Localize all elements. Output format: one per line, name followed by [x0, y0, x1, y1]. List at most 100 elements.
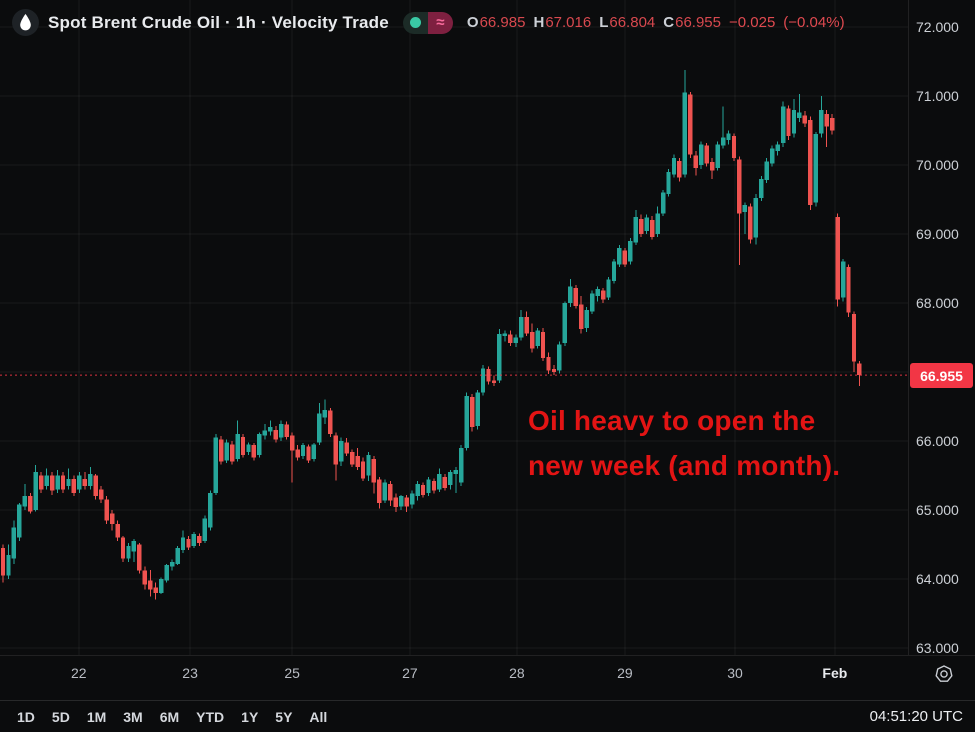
change-value: −0.025: [729, 14, 776, 31]
candle: [153, 582, 158, 600]
candle: [295, 445, 300, 461]
annotation-line2: new week (and month).: [528, 450, 841, 481]
candle: [486, 366, 491, 385]
candle: [513, 334, 518, 348]
candle: [393, 493, 398, 513]
candle: [628, 238, 633, 265]
candle: [726, 130, 731, 145]
range-button-3m[interactable]: 3M: [123, 708, 143, 725]
price-axis-label: 70.000: [916, 157, 959, 173]
candle: [49, 472, 55, 495]
candle: [693, 151, 698, 176]
bottom-toolbar: 1D 5D 1M 3M 6M YTD 1Y 5Y All 04:51:20 UTC: [0, 700, 975, 732]
price-axis[interactable]: 72.000 71.000 70.000 69.000 68.000 66.000 65.0…: [908, 0, 975, 656]
oil-drop-icon: [12, 9, 39, 36]
time-axis[interactable]: 22 23 25 27 28 29 30 Feb: [0, 655, 975, 701]
candle: [131, 538, 137, 562]
open-label: O: [466, 14, 479, 31]
candle: [404, 494, 409, 513]
candle: [55, 469, 60, 493]
candle: [104, 496, 109, 524]
close-label: C: [663, 14, 675, 31]
candle: [246, 442, 251, 455]
open-value: 66.985: [479, 14, 526, 31]
range-button-ytd[interactable]: YTD: [196, 708, 225, 725]
market-status-pill[interactable]: ≈: [402, 11, 453, 34]
change-percent: (−0.04%): [783, 14, 845, 31]
candle: [459, 445, 464, 486]
candle: [273, 425, 278, 443]
range-button-1d[interactable]: 1D: [17, 708, 35, 725]
candle: [328, 407, 333, 437]
time-axis-label: 30: [727, 665, 743, 681]
candle: [333, 432, 338, 481]
price-axis-label: 64.000: [916, 571, 959, 587]
candle: [589, 290, 595, 315]
candle: [93, 474, 98, 500]
range-buttons: 1D 5D 1M 3M 6M YTD 1Y 5Y All: [10, 705, 337, 729]
candle: [344, 438, 349, 457]
candle: [469, 394, 475, 432]
candle: [197, 533, 202, 546]
candle: [366, 452, 371, 482]
time-axis-label: 29: [617, 665, 633, 681]
candle: [268, 420, 273, 436]
candle: [731, 133, 737, 161]
candle: [573, 285, 578, 309]
candle: [229, 441, 235, 465]
range-button-all[interactable]: All: [309, 708, 328, 725]
candle: [819, 96, 824, 138]
candle: [415, 481, 420, 501]
candle: [611, 258, 617, 284]
candle: [60, 472, 66, 493]
candle: [235, 420, 240, 462]
candle: [180, 530, 186, 553]
range-button-1y[interactable]: 1Y: [241, 708, 259, 725]
candle: [6, 544, 11, 579]
candle: [284, 421, 289, 440]
candle: [349, 449, 355, 468]
time-axis-label: 22: [71, 665, 87, 681]
price-axis-label: 66.000: [916, 433, 959, 449]
candle: [786, 105, 791, 141]
candle: [551, 365, 557, 375]
candle: [748, 203, 753, 244]
range-button-1m[interactable]: 1M: [86, 708, 107, 725]
candle: [644, 214, 649, 234]
candle: [655, 206, 660, 237]
candle: [28, 492, 33, 514]
axis-settings-icon[interactable]: [934, 664, 954, 684]
candle: [159, 577, 164, 595]
candle: [600, 287, 606, 303]
candle: [802, 111, 808, 128]
candle: [562, 301, 568, 346]
symbol-title[interactable]: Spot Brent Crude Oil · 1h · Velocity Tra…: [48, 12, 389, 32]
candle: [186, 536, 191, 551]
candle: [775, 141, 780, 156]
candle: [426, 476, 431, 497]
candle: [115, 520, 120, 542]
clock-utc[interactable]: 04:51:20 UTC: [869, 708, 963, 725]
candle: [11, 520, 17, 564]
candle: [0, 544, 6, 583]
range-button-5d[interactable]: 5D: [51, 708, 70, 725]
candle: [622, 247, 628, 268]
candle: [851, 311, 857, 372]
candle: [126, 543, 131, 562]
range-button-6m[interactable]: 6M: [159, 708, 180, 725]
range-button-5y[interactable]: 5Y: [275, 708, 293, 725]
candle: [213, 434, 218, 495]
candle: [240, 434, 246, 458]
chart-legend: Spot Brent Crude Oil · 1h · Velocity Tra…: [0, 0, 912, 45]
candle: [17, 503, 22, 542]
candle: [497, 329, 502, 384]
annotation-line1: Oil heavy to open the: [528, 405, 816, 436]
candle: [595, 286, 600, 302]
chart-plot-area[interactable]: [0, 0, 908, 655]
candle: [224, 439, 229, 464]
candle: [704, 142, 709, 167]
price-axis-label: 69.000: [916, 226, 959, 242]
candle: [453, 467, 458, 493]
candle: [829, 113, 835, 135]
candle: [709, 158, 715, 179]
